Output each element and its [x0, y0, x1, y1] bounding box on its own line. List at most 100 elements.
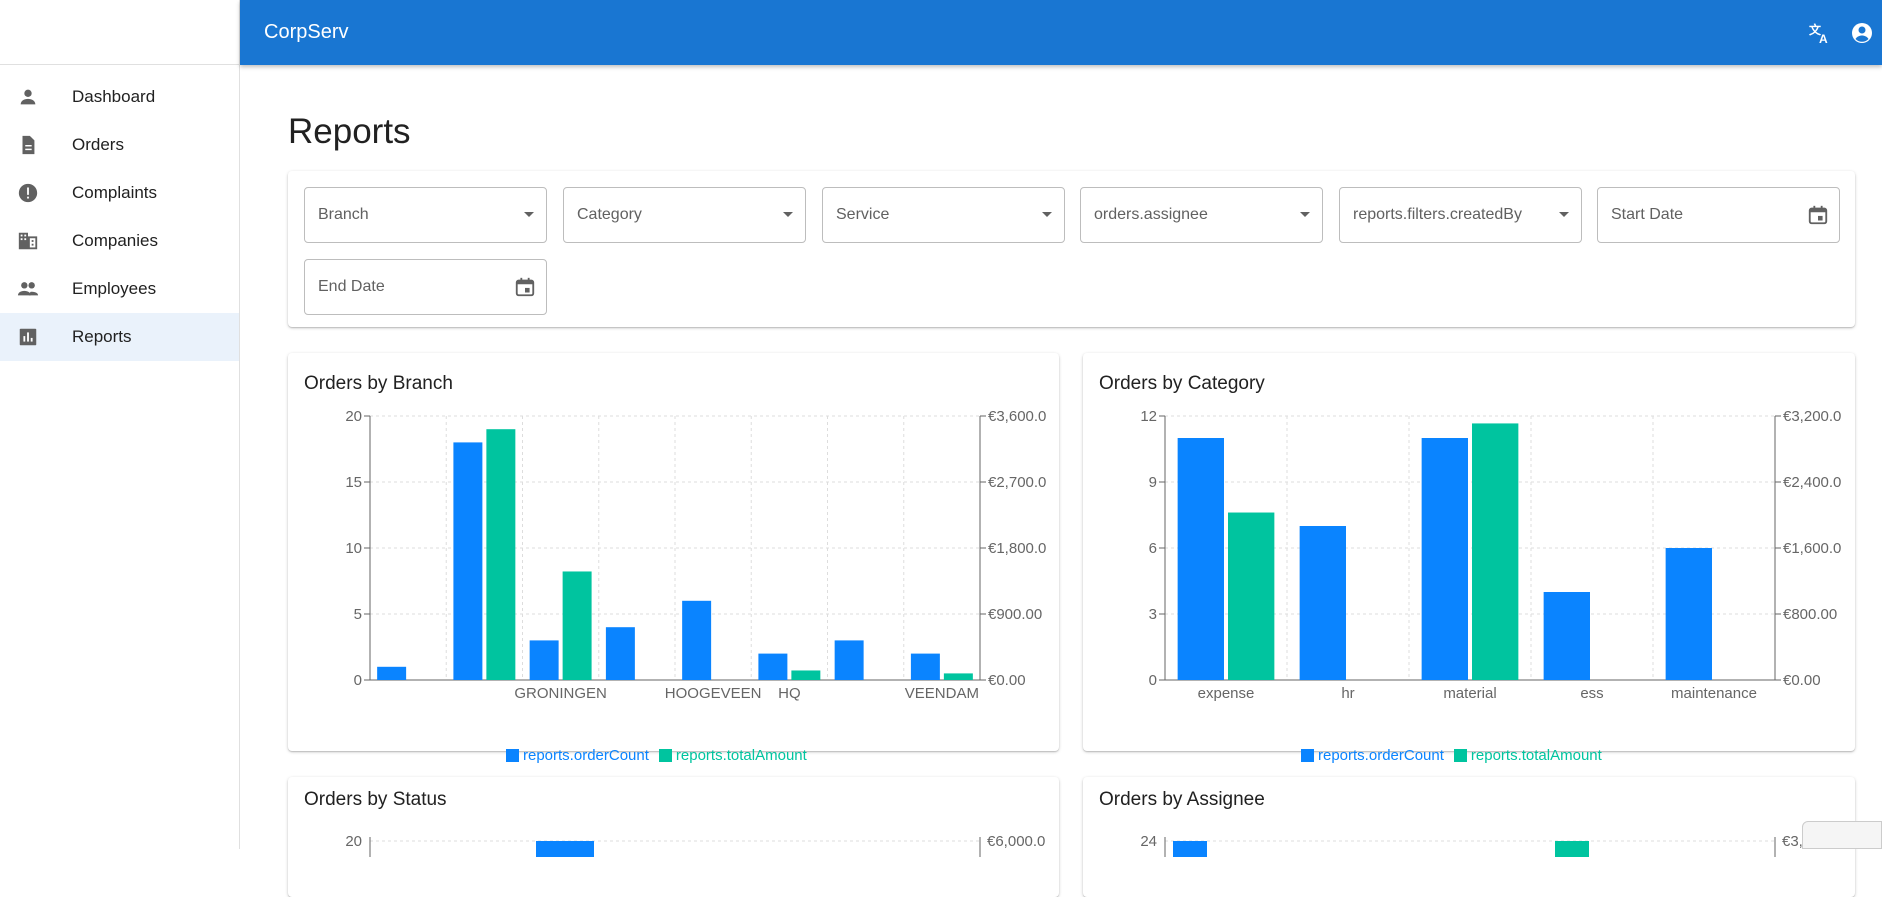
x-tick-label: ess	[1580, 685, 1603, 702]
y2-tick-label: €800.00	[1783, 606, 1837, 623]
y-tick-label: 5	[354, 606, 362, 623]
bar	[758, 653, 788, 680]
legend-label: reports.orderCount	[1318, 747, 1444, 764]
main-content: Reports Branch Category Service orders.a…	[240, 65, 1882, 897]
bar	[1555, 841, 1589, 857]
y-tick-label: 20	[345, 408, 362, 425]
y2-tick-label: €2,400.0	[1783, 474, 1841, 491]
x-tick-label: maintenance	[1671, 685, 1757, 702]
dropdown-arrow-icon	[1559, 212, 1569, 217]
orders-by-status-card: Orders by Status 20 €6,000.0	[288, 777, 1059, 897]
bar	[1665, 548, 1712, 680]
assignee-select[interactable]: orders.assignee	[1080, 187, 1323, 243]
account-circle-icon[interactable]	[1842, 13, 1882, 53]
legend-swatch	[1453, 749, 1467, 762]
sidebar-item-label: Companies	[72, 231, 158, 250]
bar	[486, 429, 516, 680]
x-tick-label: expense	[1198, 685, 1255, 702]
dropdown-arrow-icon	[1042, 212, 1052, 217]
sidebar-item-employees[interactable]: Employees	[0, 265, 239, 313]
tick-label: 24	[1140, 833, 1157, 850]
svg-text:文: 文	[1809, 22, 1822, 37]
category-select[interactable]: Category	[563, 187, 806, 243]
category-select-label: Category	[577, 206, 642, 223]
service-select-label: Service	[836, 206, 890, 223]
chart-title: Orders by Status	[304, 789, 447, 810]
x-tick-label: material	[1443, 685, 1496, 702]
bar	[605, 627, 635, 680]
legend-item-order-count[interactable]: reports.orderCount	[506, 747, 649, 764]
legend-swatch	[658, 749, 672, 762]
orders-by-category-chart: 0 €0.00 3 €800.00 6 €1,600.0 9 €2,400.0 12 €3,200…	[1140, 408, 1841, 702]
app-title: CorpServ	[264, 21, 349, 43]
legend-label: reports.orderCount	[523, 747, 649, 764]
y-tick-label: 0	[1149, 672, 1157, 689]
x-tick-label: hr	[1341, 685, 1354, 702]
legend-item-order-count[interactable]: reports.orderCount	[1301, 747, 1444, 764]
sidebar-header	[0, 0, 239, 65]
service-select[interactable]: Service	[822, 187, 1065, 243]
orders-by-branch-chart: 0 €0.00 5 €900.00 10 €1,800.0 15 €2,700.0 20 €3,6…	[345, 408, 1046, 702]
y2-tick-label: €900.00	[988, 606, 1042, 623]
calendar-icon[interactable]	[514, 276, 536, 303]
sidebar-item-reports[interactable]: Reports	[0, 313, 239, 361]
bar	[910, 653, 940, 680]
floating-widget[interactable]	[1802, 821, 1882, 849]
legend-swatch	[506, 749, 519, 762]
created-by-select[interactable]: reports.filters.createdBy	[1339, 187, 1582, 243]
legend-label: reports.totalAmount	[1470, 747, 1602, 764]
orders-by-assignee-card: Orders by Assignee 24 €3,000.0	[1083, 777, 1855, 897]
bar	[529, 640, 559, 680]
bar-chart-icon	[16, 325, 40, 349]
legend-item-total-amount[interactable]: reports.totalAmount	[1453, 747, 1602, 764]
legend-item-total-amount[interactable]: reports.totalAmount	[658, 747, 807, 764]
bar	[1173, 841, 1207, 857]
sidebar-item-orders[interactable]: Orders	[0, 121, 239, 169]
bar	[1299, 526, 1346, 680]
dropdown-arrow-icon	[524, 212, 534, 217]
bar	[453, 442, 483, 680]
x-tick-label: GRONINGEN	[514, 685, 607, 702]
sidebar-item-label: Employees	[72, 279, 157, 298]
chart-legend: reports.orderCount reports.totalAmount	[1301, 747, 1612, 764]
sidebar-item-companies[interactable]: Companies	[0, 217, 239, 265]
y-tick-label: 15	[345, 474, 362, 491]
y2-tick-label: €0.00	[988, 672, 1026, 689]
chart-title: Orders by Category	[1099, 373, 1265, 394]
chart-title: Orders by Assignee	[1099, 789, 1265, 810]
document-icon	[16, 133, 40, 157]
bar	[1472, 423, 1519, 680]
svg-text:A: A	[1819, 32, 1828, 45]
start-date-placeholder: Start Date	[1611, 206, 1684, 223]
y2-tick-label: €3,600.0	[988, 408, 1046, 425]
bar	[1177, 438, 1224, 680]
dropdown-arrow-icon	[1300, 212, 1310, 217]
y2-tick-label: €1,600.0	[1783, 540, 1841, 557]
sidebar-item-label: Dashboard	[72, 87, 156, 106]
branch-select[interactable]: Branch	[304, 187, 547, 243]
start-date-field[interactable]: Start Date	[1597, 187, 1840, 243]
tick-label: €6,000.0	[987, 833, 1045, 850]
bar	[1543, 592, 1590, 680]
chart-legend: reports.orderCount reports.totalAmount	[506, 747, 817, 764]
branch-select-label: Branch	[318, 206, 369, 223]
assignee-select-label: orders.assignee	[1094, 206, 1208, 223]
orders-by-branch-card: Orders by Branch 0 €0.00 5 €900.00 10 €1,800.…	[288, 353, 1059, 764]
sidebar-item-dashboard[interactable]: Dashboard	[0, 73, 239, 121]
calendar-icon[interactable]	[1807, 204, 1829, 231]
bar	[536, 841, 594, 857]
end-date-field[interactable]: End Date	[304, 259, 547, 315]
person-icon	[16, 85, 40, 109]
bar	[562, 571, 592, 680]
orders-by-assignee-chart: 24 €3,000.0	[1140, 833, 1840, 857]
sidebar-item-complaints[interactable]: Complaints	[0, 169, 239, 217]
bar	[682, 600, 712, 680]
y2-tick-label: €0.00	[1783, 672, 1821, 689]
sidebar-item-label: Reports	[72, 327, 132, 346]
tick-label: 20	[345, 833, 362, 850]
dropdown-arrow-icon	[783, 212, 793, 217]
sidebar: Dashboard Orders Complaints Companies Em…	[0, 0, 240, 849]
sidebar-item-label: Complaints	[72, 183, 158, 202]
legend-swatch	[1301, 749, 1314, 762]
